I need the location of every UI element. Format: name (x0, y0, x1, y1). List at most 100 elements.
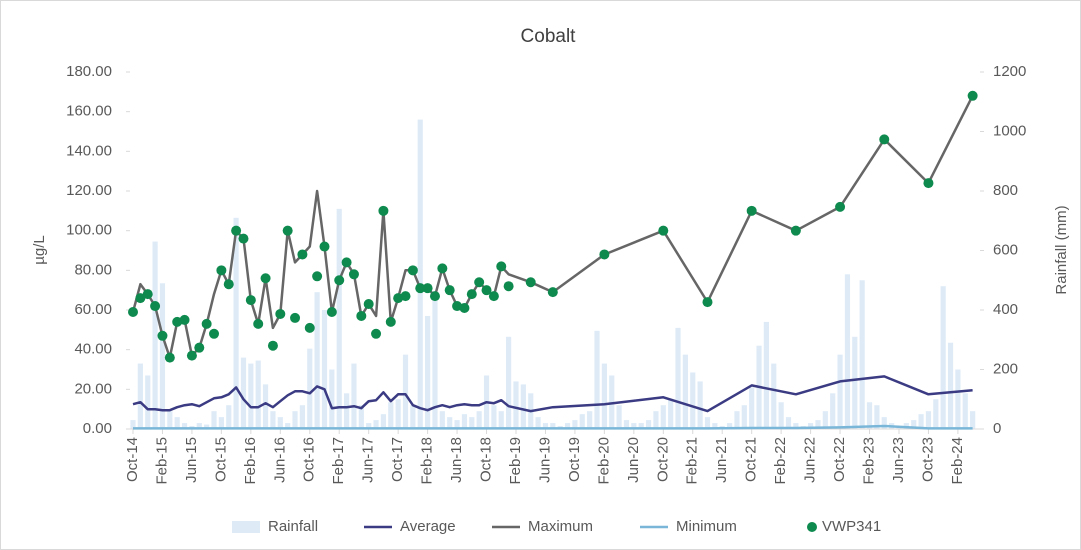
legend-label: Average (400, 518, 456, 535)
rainfall-bar (240, 357, 247, 429)
x-tick-label: Feb-20 (595, 437, 612, 485)
rainfall-bar (594, 330, 600, 429)
y-tick-label: 160.00 (66, 103, 112, 120)
legend-swatch (232, 521, 260, 533)
x-tick-label: Feb-15 (153, 437, 170, 485)
point (488, 291, 499, 302)
rainfall-bar (587, 411, 593, 429)
rainfall-bar (314, 292, 320, 429)
rainfall-bar (425, 315, 431, 429)
x-tick-label: Jun-22 (802, 437, 819, 483)
rainfall-bar (911, 420, 917, 429)
point (496, 261, 507, 272)
y-tick-label: 80.00 (74, 261, 112, 278)
y-tick-label: 100.00 (66, 222, 112, 239)
x-tick-label: Jun-19 (536, 437, 553, 483)
rainfall-bar (380, 414, 387, 429)
point (319, 241, 330, 252)
x-tick-label: Oct-16 (301, 437, 318, 482)
rainfall-bar (130, 420, 136, 429)
y2-tick-label: 600 (993, 241, 1018, 258)
rainfall-bar (137, 363, 143, 429)
rainfall-bar (822, 411, 828, 429)
y-tick-label: 20.00 (74, 380, 112, 397)
point (150, 301, 161, 312)
point (128, 306, 138, 317)
rainfall-bar (476, 411, 482, 429)
y-tick-label: 40.00 (74, 341, 112, 358)
x-tick-label: Oct-20 (654, 437, 671, 482)
point (157, 330, 168, 341)
rainfall-bar (712, 423, 718, 429)
x-tick-label: Jun-17 (360, 437, 377, 483)
rainfall-bar (660, 405, 666, 429)
rainfall-bar (645, 420, 652, 429)
rainfall-bar (520, 384, 526, 429)
point (216, 265, 227, 276)
point (253, 318, 264, 329)
x-tick-label: Oct-15 (212, 437, 229, 482)
rainfall-bar (741, 405, 747, 429)
rainfall-bar (285, 423, 291, 429)
rainfall-bar (145, 375, 151, 429)
point (835, 201, 846, 212)
y2-tick-label: 1200 (993, 63, 1026, 80)
rainfall-bar (262, 384, 269, 429)
x-tick-label: Feb-17 (330, 437, 347, 485)
point (326, 306, 337, 317)
rainfall-bar (616, 405, 622, 429)
point (142, 289, 153, 300)
rainfall-bar (321, 310, 328, 429)
point (967, 90, 978, 101)
rainfall-bar (881, 417, 887, 429)
rainfall-bar (292, 411, 298, 429)
rainfall-bar (749, 387, 755, 429)
rainfall-bar (167, 411, 173, 429)
rainfall-bar (564, 423, 571, 429)
point (658, 225, 669, 236)
point (385, 316, 396, 327)
x-tick-label: Jun-20 (625, 437, 642, 483)
x-tick-label: Oct-17 (389, 437, 406, 482)
y-tick-label: 0.00 (83, 420, 112, 437)
point (260, 273, 271, 284)
rainfall-bar (785, 417, 792, 429)
rainfall-bar (491, 405, 497, 429)
y-tick-label: 120.00 (66, 182, 112, 199)
x-tick-label: Jun-23 (890, 437, 907, 483)
rainfall-bar (174, 417, 180, 429)
rainfall-bar (653, 411, 659, 429)
rainfall-bar (233, 217, 239, 429)
rainfall-bar (329, 369, 335, 429)
point (466, 289, 477, 300)
x-tick-label: Oct-18 (477, 437, 494, 482)
x-tick-label: Feb-21 (684, 437, 701, 485)
point (547, 287, 558, 298)
y2-tick-label: 1000 (993, 122, 1026, 139)
rainfall-bar (704, 417, 711, 429)
rainfall-bar (432, 295, 438, 429)
rainfall-bar (550, 423, 556, 429)
y2-tick-label: 200 (993, 360, 1018, 377)
rainfall-bar (933, 399, 939, 429)
rainfall-bar (837, 354, 843, 429)
rainfall-bar (542, 423, 549, 429)
rainfall-bar (454, 420, 460, 429)
point (378, 205, 389, 216)
legend-label: Maximum (528, 518, 593, 535)
point (304, 322, 315, 333)
y2-axis-title: Rainfall (mm) (1053, 205, 1070, 294)
rainfall-bar (218, 417, 224, 429)
x-tick-label: Jun-21 (713, 437, 730, 483)
line-series (132, 375, 973, 413)
point (267, 340, 278, 351)
rainfall-bar (572, 420, 578, 429)
rainfall-bar (918, 414, 924, 429)
point (400, 291, 411, 302)
point (429, 291, 440, 302)
y2-tick-label: 0 (993, 420, 1001, 437)
point (363, 299, 374, 310)
rainfall-bar (874, 405, 880, 429)
rainfall-bar (395, 399, 401, 429)
rainfall-bar (830, 393, 836, 429)
